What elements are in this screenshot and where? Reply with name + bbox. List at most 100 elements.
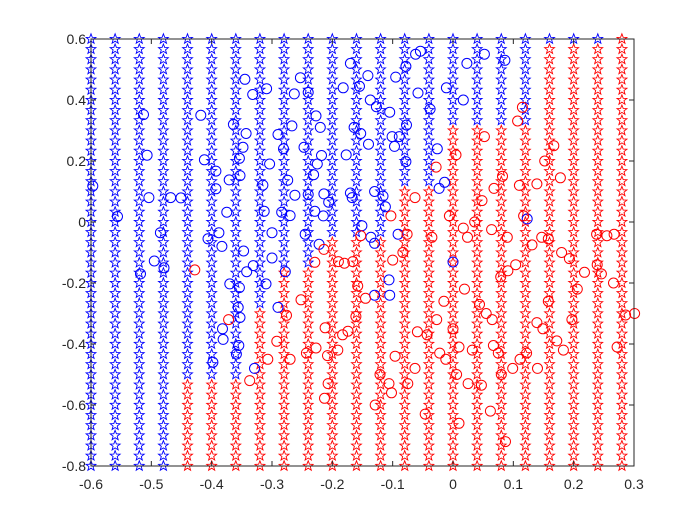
grid-star-point	[567, 124, 580, 136]
sample-point-red	[352, 280, 364, 292]
grid-star-point	[302, 357, 315, 370]
grid-star-point	[615, 134, 629, 146]
grid-star-point	[519, 459, 532, 472]
grid-star-point	[229, 459, 242, 472]
sample-point-red	[284, 353, 296, 365]
sample-point-blue	[143, 192, 155, 204]
grid-star-point	[205, 113, 218, 126]
grid-star-point	[277, 357, 291, 370]
grid-star-point	[567, 357, 580, 370]
sample-point-red	[476, 195, 488, 207]
grid-star-point	[374, 32, 387, 45]
grid-star-point	[519, 337, 532, 350]
grid-star-point	[519, 286, 532, 299]
sample-point-blue	[154, 227, 166, 239]
grid-star-point	[374, 256, 387, 268]
grid-star-point	[374, 429, 387, 441]
sample-point-blue	[377, 190, 389, 202]
sample-point-blue	[354, 80, 365, 92]
grid-star-point	[398, 134, 411, 146]
grid-star-point	[615, 439, 629, 451]
grid-star-point	[591, 327, 604, 340]
grid-star-point	[495, 429, 508, 441]
grid-star-point	[446, 144, 460, 157]
grid-star-point	[133, 398, 146, 411]
grid-star-point	[519, 73, 532, 85]
grid-star-point	[205, 42, 218, 55]
grid-star-point	[543, 42, 556, 55]
grid-star-point	[422, 164, 436, 177]
grid-star-point	[422, 276, 436, 289]
grid-star-point	[277, 368, 291, 380]
grid-star-point	[157, 215, 170, 228]
grid-star-point	[398, 246, 411, 258]
y-tick-label: 0	[78, 214, 86, 230]
grid-star-point	[133, 317, 146, 329]
sample-point-blue	[400, 156, 412, 168]
sample-point-red	[411, 326, 423, 338]
sample-point-blue	[308, 169, 320, 181]
grid-star-point	[133, 246, 146, 258]
grid-star-point	[108, 63, 122, 75]
grid-star-point	[495, 32, 508, 45]
grid-star-point	[277, 73, 291, 85]
grid-star-point	[567, 429, 580, 441]
grid-star-point	[205, 429, 218, 441]
sample-point-blue	[461, 57, 473, 69]
grid-star-point	[133, 124, 146, 136]
sample-point-red	[355, 230, 367, 242]
grid-star-point	[302, 368, 315, 380]
grid-star-point	[350, 42, 363, 55]
grid-star-point	[374, 418, 387, 431]
sample-point-red	[521, 347, 533, 359]
sample-point-red	[332, 344, 344, 356]
grid-star-point	[350, 225, 363, 238]
grid-star-point	[229, 93, 242, 106]
grid-star-point	[615, 195, 629, 207]
grid-star-point	[253, 449, 267, 462]
grid-star-point	[157, 134, 170, 146]
sample-point-red	[474, 298, 485, 310]
sample-point-blue	[433, 182, 445, 194]
y-axis: -0.8 -0.6 -0.4 -0.2 0 0.2 0.4 0.6	[62, 31, 634, 474]
grid-star-point	[374, 388, 387, 401]
sample-point-red	[542, 295, 554, 307]
sample-point-red	[495, 271, 507, 283]
sample-point-blue	[272, 129, 284, 140]
sample-point-blue	[390, 71, 402, 83]
sample-point-blue	[400, 60, 412, 72]
x-tick-label: 0.3	[624, 476, 644, 492]
grid-star-point	[495, 174, 508, 187]
grid-star-point	[470, 225, 484, 238]
grid-star-point	[277, 103, 291, 116]
grid-star-point	[495, 195, 508, 207]
grid-star-point	[108, 134, 122, 146]
sample-point-blue	[384, 289, 396, 301]
sample-point-red	[332, 256, 344, 268]
grid-star-point	[205, 215, 218, 228]
grid-star-point	[108, 73, 122, 85]
grid-star-point	[470, 93, 484, 106]
sample-point-blue	[370, 101, 382, 113]
grid-star-point	[446, 52, 460, 65]
sample-point-blue	[175, 192, 187, 204]
grid-star-point	[567, 408, 580, 421]
grid-star-point	[543, 459, 556, 472]
grid-star-point	[591, 439, 604, 451]
grid-star-point	[326, 307, 339, 319]
grid-star-point	[470, 215, 484, 228]
grid-star-point	[302, 317, 315, 329]
sample-point-blue	[414, 45, 426, 57]
grid-star-point	[543, 73, 556, 85]
grid-star-point	[543, 52, 556, 65]
grid-star-point	[374, 164, 387, 177]
grid-star-point	[543, 113, 556, 126]
sample-point-red	[487, 340, 499, 351]
grid-star-point	[543, 83, 556, 96]
grid-star-point	[374, 317, 387, 329]
grid-star-point	[350, 439, 363, 451]
x-tick-label: -0.6	[79, 476, 103, 492]
sample-point-red	[450, 149, 462, 161]
grid-star-point	[519, 174, 532, 187]
grid-star-point	[543, 164, 556, 177]
